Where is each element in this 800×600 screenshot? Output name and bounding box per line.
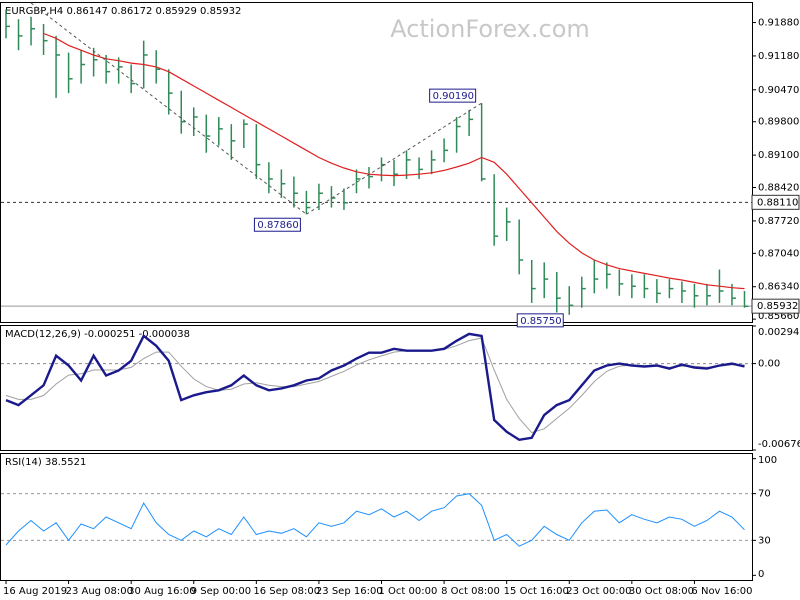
level-label: 0.85932 — [757, 301, 798, 312]
level-label-box — [751, 194, 800, 210]
y-tick-label: 0.85660 — [758, 311, 799, 322]
rsi-panel — [0, 453, 753, 581]
annotation-box — [429, 88, 477, 103]
y-tick-label: 0.91880 — [758, 18, 799, 29]
rsi-line — [5, 493, 745, 547]
price-panel — [0, 2, 753, 323]
y-tick-label: 30 — [758, 535, 771, 546]
y-tick-label: 0.91180 — [758, 51, 799, 62]
macd-title: MACD(12,26,9) -0.000251 -0.000038 — [5, 329, 190, 340]
trend-line — [30, 2, 307, 215]
y-tick-label: 0.00 — [758, 359, 780, 370]
annotation-box — [253, 217, 301, 232]
y-tick-label: 100 — [758, 455, 777, 466]
y-tick-label: 0.89800 — [758, 117, 799, 128]
x-tick-label: 16 Sep 08:00 — [253, 586, 320, 597]
x-tick-label: 9 Sep 00:00 — [191, 586, 251, 597]
x-tick-label: 16 Aug 2019 — [3, 586, 67, 597]
y-tick-label: 0.86340 — [758, 282, 799, 293]
y-tick-label: 0.87720 — [758, 216, 799, 227]
x-tick-label: 23 Sep 16:00 — [316, 586, 383, 597]
watermark: ActionForex.com — [390, 15, 590, 43]
level-label-box — [751, 298, 800, 314]
x-tick-label: 6 Nov 16:00 — [691, 586, 752, 597]
annotation: 0.90190 — [433, 91, 474, 102]
y-tick-label: 0.90470 — [758, 85, 799, 96]
x-tick-label: 30 Oct 08:00 — [629, 586, 694, 597]
macd-panel — [0, 325, 753, 451]
annotation: 0.85750 — [520, 316, 561, 327]
macd-line — [5, 332, 745, 442]
annotation-box — [516, 313, 564, 328]
price-title: EURGBP,H4 0.86147 0.86172 0.85929 0.8593… — [5, 6, 241, 17]
moving-average — [43, 32, 745, 290]
y-tick-label: 0.002942 — [758, 327, 800, 338]
y-tick-label: 0.89100 — [758, 150, 799, 161]
x-tick-label: 30 Aug 16:00 — [128, 586, 195, 597]
signal-line — [5, 337, 745, 434]
x-tick-label: 1 Oct 00:00 — [379, 586, 438, 597]
y-tick-label: 0.88420 — [758, 183, 799, 194]
x-tick-label: 15 Oct 16:00 — [504, 586, 569, 597]
rsi-title: RSI(14) 38.5521 — [5, 457, 86, 468]
y-tick-label: 0.87040 — [758, 248, 799, 259]
x-tick-label: 8 Oct 08:00 — [441, 586, 500, 597]
trend-line — [306, 102, 482, 215]
x-tick-label: 23 Oct 00:00 — [566, 586, 631, 597]
x-tick-label: 23 Aug 08:00 — [66, 586, 133, 597]
y-tick-label: 70 — [758, 489, 771, 500]
y-tick-label: 0 — [758, 569, 764, 580]
annotation: 0.87860 — [257, 220, 298, 231]
level-label: 0.88110 — [757, 197, 798, 208]
